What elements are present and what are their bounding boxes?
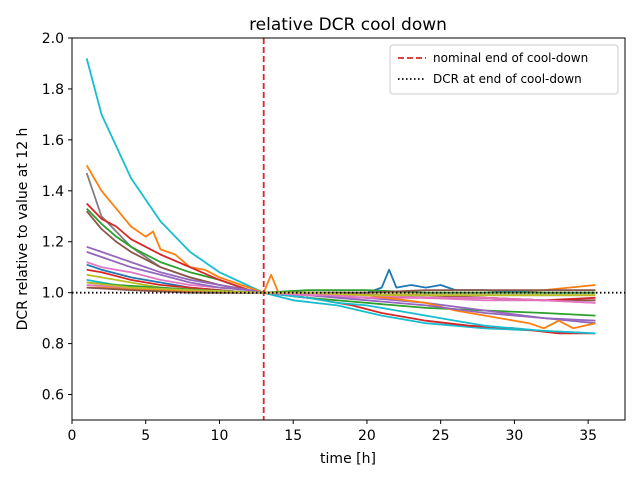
reference-lines [72, 38, 625, 420]
y-tick-label: 1.4 [42, 184, 64, 200]
y-tick-label: 0.8 [42, 337, 64, 353]
y-tick-label: 1.2 [42, 235, 64, 251]
y-tick-label: 1.8 [42, 82, 64, 98]
x-axis-label: time [h] [320, 451, 376, 467]
y-axis-label: DCR relative to value at 12 h [15, 128, 31, 331]
y-tick-label: 2.0 [42, 31, 64, 47]
legend-label-nominal-end: nominal end of cool-down [433, 51, 588, 65]
x-tick-label: 30 [505, 428, 523, 444]
y-axis-ticks: 0.6 0.8 1.0 1.2 1.4 1.6 1.8 2.0 [42, 31, 72, 404]
x-tick-label: 10 [211, 428, 229, 444]
x-tick-label: 35 [579, 428, 597, 444]
y-tick-label: 0.6 [42, 388, 64, 404]
x-tick-label: 5 [141, 428, 150, 444]
plot-frame [71, 37, 626, 421]
y-tick-label: 1.6 [42, 133, 64, 149]
x-tick-label: 20 [358, 428, 376, 444]
legend-label-dcr-end: DCR at end of cool-down [433, 72, 582, 86]
legend-box [389, 44, 619, 95]
chart-title: relative DCR cool down [249, 15, 447, 35]
legend: nominal end of cool-down DCR at end of c… [389, 44, 619, 95]
x-axis-ticks: 0 5 10 15 20 25 30 35 [68, 420, 597, 444]
series-line-s18 [86, 281, 596, 297]
y-tick-label: 1.0 [42, 286, 64, 302]
series-line-s15 [86, 251, 596, 322]
x-tick-label: 0 [68, 428, 77, 444]
x-tick-label: 15 [284, 428, 302, 444]
x-tick-label: 25 [432, 428, 450, 444]
